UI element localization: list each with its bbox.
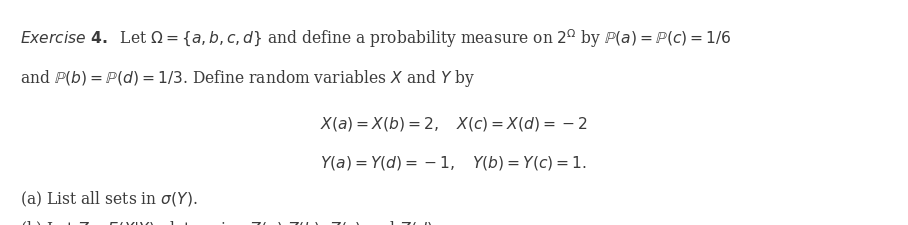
Text: $\it{Exercise}$ $\bf{4.}$  Let $\Omega = \{a, b, c, d\}$ and define a probabilit: $\it{Exercise}$ $\bf{4.}$ Let $\Omega = …: [20, 27, 732, 50]
Text: (b) Let $Z = E(X|Y)$, determine $Z(a)$ $Z(b)$, $Z(c)$ and $Z(d)$.: (b) Let $Z = E(X|Y)$, determine $Z(a)$ $…: [20, 218, 438, 225]
Text: $X(a) = X(b) = 2, \quad X(c) = X(d) = -2$: $X(a) = X(b) = 2, \quad X(c) = X(d) = -2…: [321, 115, 587, 133]
Text: and $\mathbb{P}(b) = \mathbb{P}(d) = 1/3$. Define random variables $X$ and $Y$ b: and $\mathbb{P}(b) = \mathbb{P}(d) = 1/3…: [20, 68, 475, 88]
Text: (a) List all sets in $\sigma(Y)$.: (a) List all sets in $\sigma(Y)$.: [20, 189, 198, 208]
Text: $Y(a) = Y(d) = -1, \quad Y(b) = Y(c) = 1.$: $Y(a) = Y(d) = -1, \quad Y(b) = Y(c) = 1…: [321, 153, 587, 171]
